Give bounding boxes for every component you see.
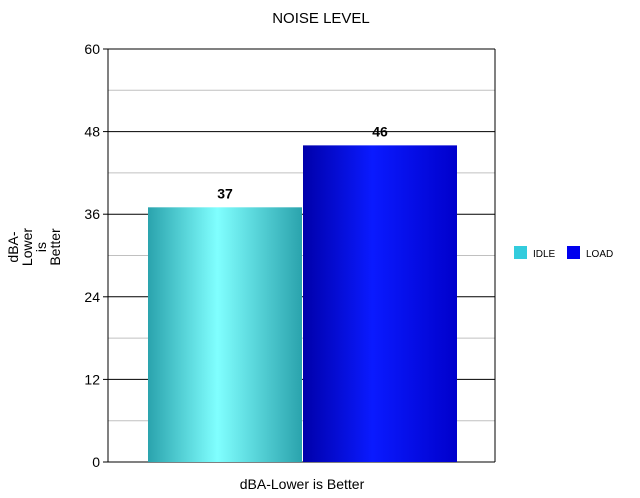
bars bbox=[148, 145, 457, 462]
y-tick-label: 24 bbox=[84, 289, 100, 305]
bar-load bbox=[303, 145, 457, 462]
legend-label-load: LOAD bbox=[586, 249, 613, 260]
legend-label-idle: IDLE bbox=[533, 249, 556, 260]
y-tick-label: 0 bbox=[92, 454, 100, 470]
legend-swatch-load bbox=[567, 246, 580, 259]
data-label-load: 46 bbox=[372, 123, 388, 139]
data-label-idle: 37 bbox=[217, 185, 233, 201]
legend-swatch-idle bbox=[514, 246, 527, 259]
bar-idle bbox=[148, 207, 302, 462]
x-axis-label: dBA-Lower is Better bbox=[240, 476, 365, 492]
y-axis-tick-labels: 0 12 24 36 48 60 bbox=[84, 41, 108, 470]
y-axis-label-line: dBA- bbox=[5, 231, 21, 262]
y-axis-label-line: is bbox=[33, 242, 49, 252]
y-tick-label: 12 bbox=[84, 371, 100, 387]
y-axis-label-line: Lower bbox=[19, 228, 35, 266]
legend: IDLE LOAD bbox=[514, 246, 613, 260]
chart-title: NOISE LEVEL bbox=[272, 10, 370, 27]
y-axis-label-line: Better bbox=[47, 228, 63, 266]
y-tick-label: 60 bbox=[84, 41, 100, 57]
data-labels: 37 46 bbox=[217, 123, 388, 201]
y-tick-label: 36 bbox=[84, 206, 100, 222]
y-tick-label: 48 bbox=[84, 124, 100, 140]
